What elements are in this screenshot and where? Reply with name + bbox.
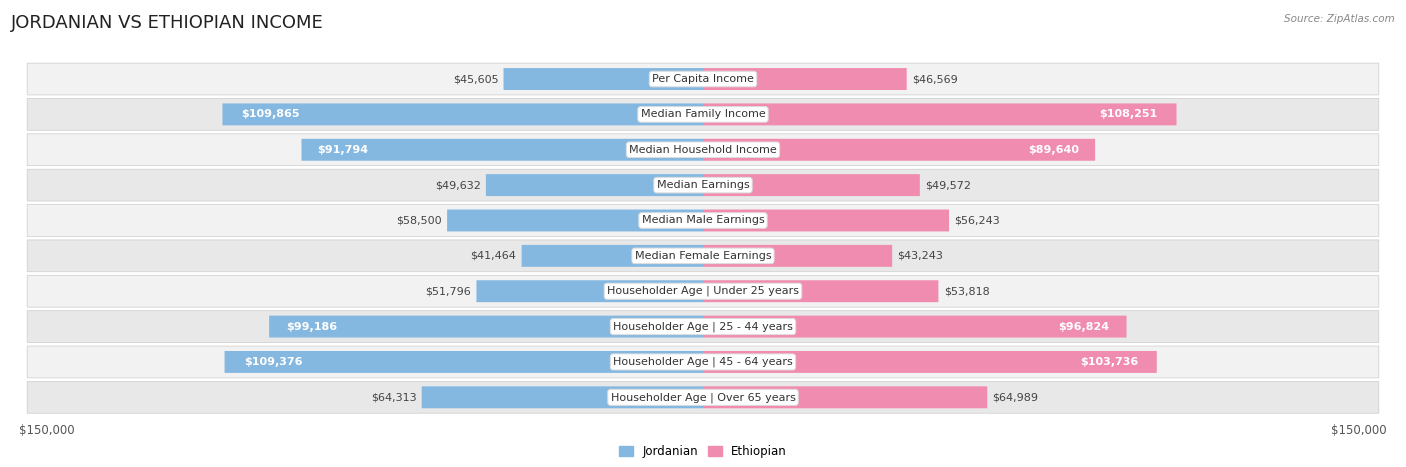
- FancyBboxPatch shape: [703, 351, 1157, 373]
- Text: $109,865: $109,865: [242, 109, 299, 120]
- Text: Source: ZipAtlas.com: Source: ZipAtlas.com: [1284, 14, 1395, 24]
- FancyBboxPatch shape: [522, 245, 703, 267]
- FancyBboxPatch shape: [27, 63, 1379, 95]
- Text: Median Male Earnings: Median Male Earnings: [641, 215, 765, 226]
- Text: Householder Age | 25 - 44 years: Householder Age | 25 - 44 years: [613, 321, 793, 332]
- Text: $103,736: $103,736: [1080, 357, 1139, 367]
- Text: $91,794: $91,794: [318, 145, 368, 155]
- Text: Householder Age | Over 65 years: Householder Age | Over 65 years: [610, 392, 796, 403]
- FancyBboxPatch shape: [27, 311, 1379, 342]
- FancyBboxPatch shape: [486, 174, 703, 196]
- FancyBboxPatch shape: [703, 139, 1095, 161]
- FancyBboxPatch shape: [301, 139, 703, 161]
- Text: $64,989: $64,989: [993, 392, 1039, 402]
- FancyBboxPatch shape: [422, 386, 703, 408]
- Text: $53,818: $53,818: [943, 286, 990, 296]
- Text: $51,796: $51,796: [426, 286, 471, 296]
- FancyBboxPatch shape: [269, 316, 703, 338]
- FancyBboxPatch shape: [703, 68, 907, 90]
- Text: $109,376: $109,376: [243, 357, 302, 367]
- FancyBboxPatch shape: [225, 351, 703, 373]
- FancyBboxPatch shape: [477, 280, 703, 302]
- Text: Per Capita Income: Per Capita Income: [652, 74, 754, 84]
- FancyBboxPatch shape: [27, 240, 1379, 272]
- Text: $58,500: $58,500: [396, 215, 441, 226]
- Text: $46,569: $46,569: [912, 74, 957, 84]
- FancyBboxPatch shape: [703, 316, 1126, 338]
- FancyBboxPatch shape: [27, 276, 1379, 307]
- FancyBboxPatch shape: [703, 280, 938, 302]
- FancyBboxPatch shape: [703, 103, 1177, 125]
- Text: $49,572: $49,572: [925, 180, 972, 190]
- Text: $108,251: $108,251: [1099, 109, 1157, 120]
- Text: Householder Age | 45 - 64 years: Householder Age | 45 - 64 years: [613, 357, 793, 367]
- Text: Median Family Income: Median Family Income: [641, 109, 765, 120]
- Legend: Jordanian, Ethiopian: Jordanian, Ethiopian: [619, 445, 787, 458]
- FancyBboxPatch shape: [27, 99, 1379, 130]
- FancyBboxPatch shape: [27, 169, 1379, 201]
- Text: $43,243: $43,243: [897, 251, 943, 261]
- FancyBboxPatch shape: [503, 68, 703, 90]
- FancyBboxPatch shape: [27, 205, 1379, 236]
- Text: Householder Age | Under 25 years: Householder Age | Under 25 years: [607, 286, 799, 297]
- Text: JORDANIAN VS ETHIOPIAN INCOME: JORDANIAN VS ETHIOPIAN INCOME: [11, 14, 323, 32]
- Text: $64,313: $64,313: [371, 392, 416, 402]
- FancyBboxPatch shape: [27, 134, 1379, 166]
- FancyBboxPatch shape: [27, 382, 1379, 413]
- Text: $96,824: $96,824: [1059, 322, 1109, 332]
- Text: Median Female Earnings: Median Female Earnings: [634, 251, 772, 261]
- Text: $49,632: $49,632: [434, 180, 481, 190]
- Text: Median Earnings: Median Earnings: [657, 180, 749, 190]
- FancyBboxPatch shape: [27, 346, 1379, 378]
- FancyBboxPatch shape: [447, 210, 703, 232]
- Text: $99,186: $99,186: [287, 322, 337, 332]
- FancyBboxPatch shape: [703, 386, 987, 408]
- Text: $56,243: $56,243: [955, 215, 1000, 226]
- FancyBboxPatch shape: [703, 245, 893, 267]
- Text: $89,640: $89,640: [1028, 145, 1080, 155]
- Text: $41,464: $41,464: [471, 251, 516, 261]
- Text: $45,605: $45,605: [453, 74, 498, 84]
- FancyBboxPatch shape: [703, 210, 949, 232]
- FancyBboxPatch shape: [222, 103, 703, 125]
- FancyBboxPatch shape: [703, 174, 920, 196]
- Text: Median Household Income: Median Household Income: [628, 145, 778, 155]
